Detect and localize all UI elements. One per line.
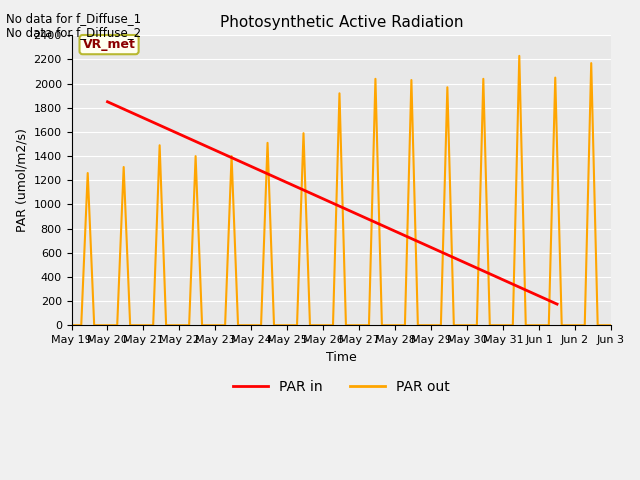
Text: VR_met: VR_met xyxy=(83,38,136,51)
Title: Photosynthetic Active Radiation: Photosynthetic Active Radiation xyxy=(220,15,463,30)
Text: No data for f_Diffuse_2: No data for f_Diffuse_2 xyxy=(6,26,141,39)
Y-axis label: PAR (umol/m2/s): PAR (umol/m2/s) xyxy=(15,128,28,232)
Legend: PAR in, PAR out: PAR in, PAR out xyxy=(227,374,455,399)
X-axis label: Time: Time xyxy=(326,350,356,363)
Text: No data for f_Diffuse_1: No data for f_Diffuse_1 xyxy=(6,12,141,25)
